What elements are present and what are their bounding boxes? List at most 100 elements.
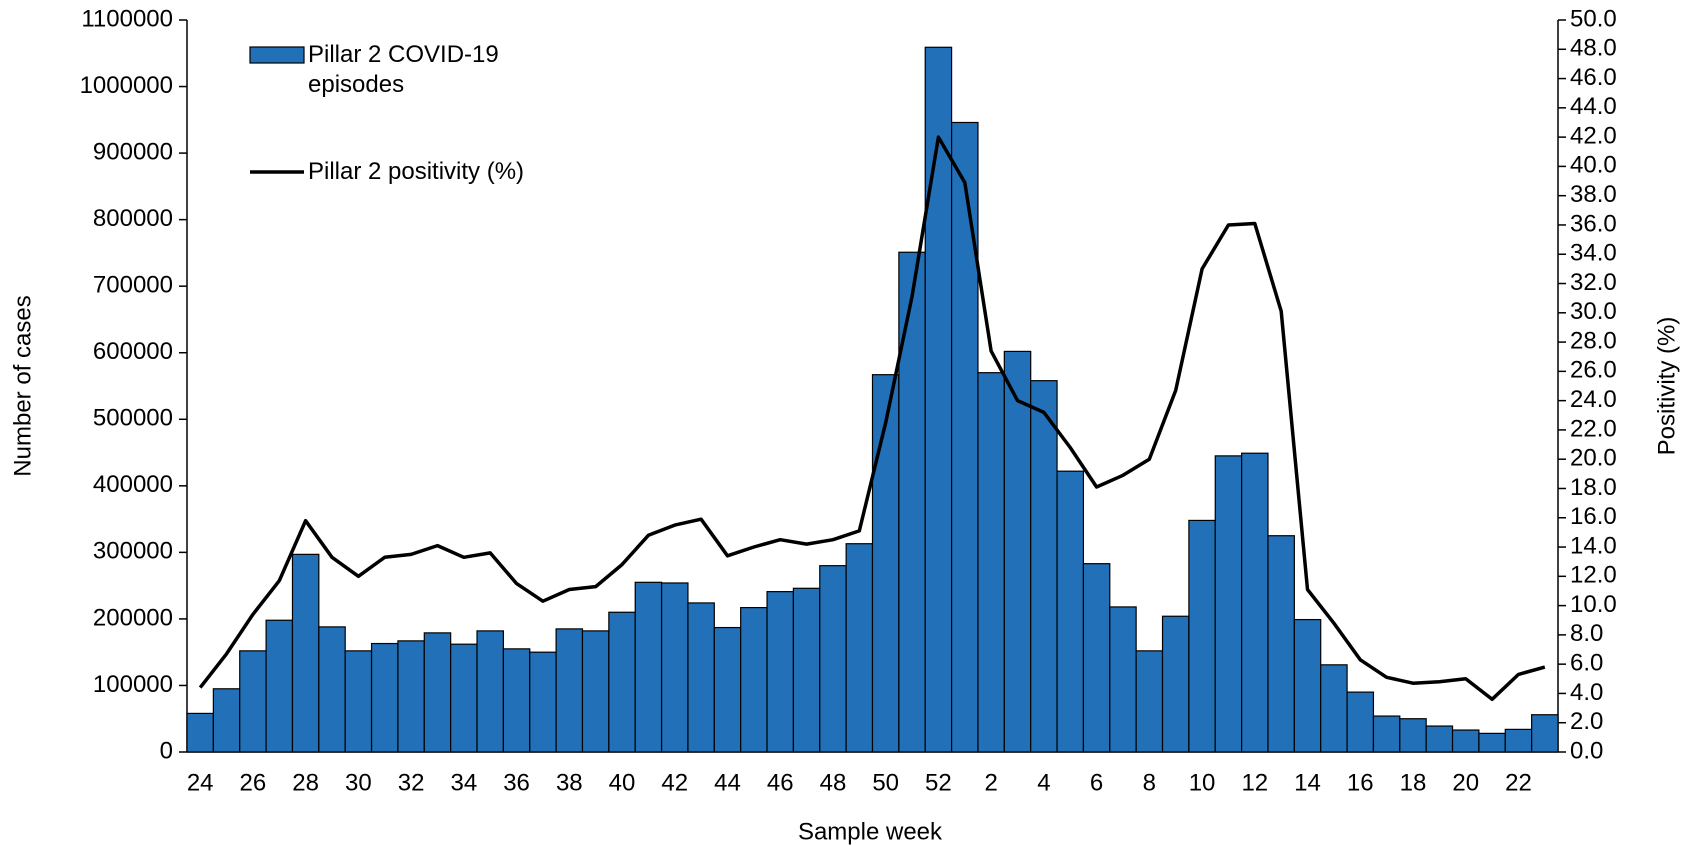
x-tick-label: 32 — [398, 769, 425, 796]
y-axis-title: Number of cases — [9, 295, 36, 476]
y2-tick-label: 44.0 — [1570, 93, 1617, 120]
x-tick-label: 34 — [450, 769, 477, 796]
bar — [476, 630, 504, 753]
bar — [1372, 715, 1401, 753]
x-tick-label: 24 — [187, 769, 214, 796]
bar — [1478, 732, 1506, 753]
y2-tick-label: 28.0 — [1570, 327, 1617, 354]
y2-tick-label: 46.0 — [1570, 64, 1617, 91]
y2-tick-label: 12.0 — [1570, 562, 1617, 589]
bar — [1161, 615, 1190, 753]
y2-tick-label: 38.0 — [1570, 181, 1617, 208]
bar — [1188, 519, 1216, 753]
x-tick-label: 46 — [767, 769, 794, 796]
x-tick-label: 12 — [1241, 769, 1268, 796]
bar — [555, 628, 584, 753]
y2-tick-label: 48.0 — [1570, 35, 1617, 62]
x-tick-label: 2 — [984, 769, 997, 796]
bar — [1346, 691, 1375, 753]
x-tick-label: 52 — [925, 769, 952, 796]
bar — [1425, 725, 1454, 753]
bar — [792, 587, 821, 753]
legend-label: Pillar 2 COVID-19 episodes — [308, 41, 499, 98]
x-tick-label: 16 — [1347, 769, 1374, 796]
bar — [1241, 452, 1269, 753]
x-tick-label: 40 — [609, 769, 636, 796]
bar — [1531, 714, 1559, 753]
bar — [845, 543, 874, 753]
y2-tick-label: 32.0 — [1570, 269, 1617, 296]
x-tick-label: 26 — [240, 769, 267, 796]
bar — [1109, 606, 1137, 753]
x-tick-label: 6 — [1090, 769, 1103, 796]
bar — [450, 643, 478, 753]
bar — [1003, 350, 1032, 753]
bar — [687, 602, 715, 753]
x-axis-title: Sample week — [798, 818, 943, 845]
x-tick-label: 4 — [1037, 769, 1050, 796]
bar — [1214, 455, 1243, 753]
bar — [1082, 563, 1111, 753]
x-tick-label: 48 — [820, 769, 847, 796]
y-tick-label: 0 — [160, 737, 173, 764]
x-tick-label: 42 — [661, 769, 688, 796]
bar — [1293, 618, 1322, 753]
y2-tick-label: 26.0 — [1570, 357, 1617, 384]
legend-label: Pillar 2 positivity (%) — [308, 158, 525, 185]
y-tick-label: 300000 — [93, 538, 173, 565]
bar — [819, 565, 847, 753]
bar — [766, 591, 795, 753]
y2-tick-label: 6.0 — [1570, 650, 1603, 677]
bar — [212, 688, 241, 753]
bar — [1135, 650, 1164, 753]
bar — [950, 121, 979, 753]
bar — [344, 650, 373, 753]
bar — [186, 712, 214, 753]
y-tick-label: 600000 — [93, 338, 173, 365]
x-tick-label: 18 — [1400, 769, 1427, 796]
y2-tick-label: 8.0 — [1570, 620, 1603, 647]
x-tick-label: 28 — [292, 769, 319, 796]
y2-tick-label: 14.0 — [1570, 532, 1617, 559]
x-tick-label: 38 — [556, 769, 583, 796]
y2-tick-label: 40.0 — [1570, 152, 1617, 179]
y-tick-label: 1000000 — [80, 72, 173, 99]
y2-tick-label: 18.0 — [1570, 474, 1617, 501]
bar — [1056, 470, 1085, 753]
y-tick-label: 500000 — [93, 405, 173, 432]
y-tick-label: 800000 — [93, 205, 173, 232]
y2-tick-label: 2.0 — [1570, 708, 1603, 735]
bar — [1399, 718, 1427, 753]
y2-tick-label: 22.0 — [1570, 415, 1617, 442]
x-tick-label: 44 — [714, 769, 741, 796]
y2-tick-label: 24.0 — [1570, 386, 1617, 413]
x-tick-label: 22 — [1505, 769, 1532, 796]
line — [198, 135, 1546, 702]
bar — [740, 606, 768, 753]
x-tick-label: 20 — [1452, 769, 1479, 796]
x-tick-label: 8 — [1143, 769, 1156, 796]
y-tick-label: 400000 — [93, 471, 173, 498]
bar — [713, 626, 742, 753]
y2-tick-label: 0.0 — [1570, 737, 1603, 764]
y-tick-label: 100000 — [93, 671, 173, 698]
bar — [898, 251, 926, 753]
x-tick-label: 36 — [503, 769, 530, 796]
y2-tick-label: 30.0 — [1570, 298, 1617, 325]
bar — [1267, 535, 1295, 753]
bar — [318, 626, 346, 753]
bar — [423, 632, 452, 753]
y2-tick-label: 50.0 — [1570, 5, 1617, 32]
bar — [239, 650, 267, 753]
bar — [397, 640, 425, 753]
y-tick-label: 900000 — [93, 138, 173, 165]
bar — [1030, 380, 1058, 753]
y2-axis-title: Positivity (%) — [1653, 317, 1680, 456]
x-tick-label: 30 — [345, 769, 372, 796]
bar — [608, 611, 636, 753]
y2-tick-label: 20.0 — [1570, 445, 1617, 472]
y2-tick-label: 34.0 — [1570, 240, 1617, 267]
bar — [977, 372, 1005, 753]
y2-tick-label: 36.0 — [1570, 210, 1617, 237]
